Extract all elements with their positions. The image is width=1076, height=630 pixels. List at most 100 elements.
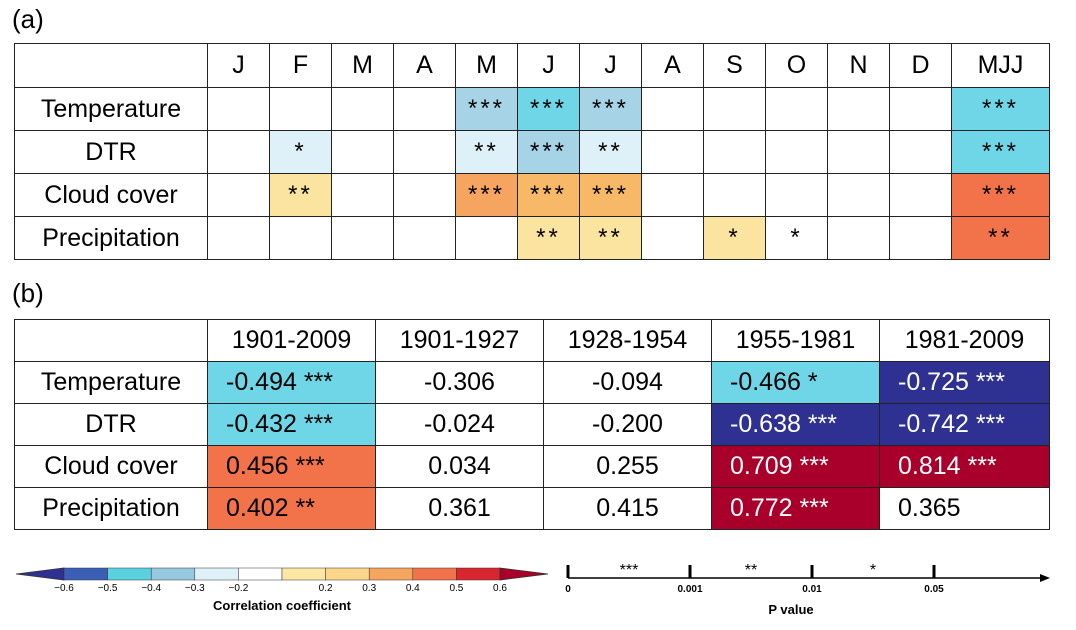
correlation-cell: -0.094	[543, 361, 712, 404]
correlation-cell: -0.024	[375, 403, 544, 446]
colorbar-tick-label: 0.4	[406, 583, 420, 594]
significance-cell: **	[951, 216, 1050, 260]
column-header: N	[827, 43, 890, 88]
significance-cell	[765, 130, 828, 174]
significance-cell	[889, 173, 952, 217]
pvalue-tick-label: 0.01	[802, 584, 822, 595]
significance-cell	[703, 173, 766, 217]
pvalue-axis-title: P value	[768, 602, 813, 617]
significance-cell	[827, 173, 890, 217]
column-header: S	[703, 43, 766, 88]
correlation-cell: -0.200	[543, 403, 712, 446]
colorbar-legend: −0.6 −0.5 −0.4 −0.3 −0.2 0.2 0.3 0.4 0.5 0.6 Corre…	[15, 566, 556, 627]
significance-cell	[889, 216, 952, 260]
colorbar-tick-label: −0.3	[185, 583, 205, 594]
significance-cell: ***	[455, 173, 518, 217]
correlation-cell: 0.814 ***	[879, 445, 1050, 488]
column-header: J	[579, 43, 642, 88]
colorbar-segment	[281, 567, 326, 581]
colorbar-segment	[107, 567, 152, 581]
significance-cell	[641, 173, 704, 217]
colorbar-segment	[368, 567, 414, 581]
period-header: 1955-1981	[711, 319, 880, 362]
pvalue-band-stars: **	[745, 562, 757, 579]
significance-cell: ***	[951, 130, 1050, 174]
column-header: A	[641, 43, 704, 88]
correlation-cell: 0.255	[543, 445, 712, 488]
colorbar-segment	[325, 567, 370, 581]
colorbar-segment	[412, 567, 457, 581]
colorbar-segment	[63, 567, 108, 581]
header-corner	[14, 319, 208, 362]
significance-cell: ***	[951, 173, 1050, 217]
significance-cell: **	[517, 216, 580, 260]
significance-cell: ***	[951, 87, 1050, 131]
colorbar-segment	[456, 567, 501, 581]
significance-cell: ***	[579, 173, 642, 217]
pvalue-tick-label: 0.001	[677, 584, 702, 595]
significance-cell: ***	[517, 173, 580, 217]
table-row: Precipitation 0.402 ** 0.361 0.415 0.772 ***…	[14, 487, 1050, 530]
row-label: DTR	[14, 403, 208, 446]
correlation-cell: 0.772 ***	[711, 487, 880, 530]
row-label: DTR	[14, 130, 208, 174]
significance-cell	[393, 87, 456, 131]
row-label: Temperature	[14, 361, 208, 404]
colorbar-segment	[194, 567, 239, 581]
correlation-cell: 0.709 ***	[711, 445, 880, 488]
row-label: Precipitation	[14, 216, 208, 260]
significance-cell	[207, 87, 270, 131]
pvalue-axis: 0 0.001 0.01 0.05 *** ** * P value	[560, 558, 1060, 627]
significance-cell	[889, 130, 952, 174]
significance-cell: **	[579, 130, 642, 174]
column-header: J	[517, 43, 580, 88]
correlation-cell: 0.034	[375, 445, 544, 488]
correlation-cell: -0.494 ***	[207, 361, 376, 404]
colorbar-tick-label: −0.6	[54, 583, 74, 594]
colorbar-tick-label: 0.5	[449, 583, 463, 594]
period-header: 1981-2009	[879, 319, 1050, 362]
column-header: D	[889, 43, 952, 88]
row-label: Cloud cover	[14, 173, 208, 217]
significance-cell	[765, 173, 828, 217]
column-header: M	[455, 43, 518, 88]
column-header: MJJ	[951, 43, 1050, 88]
colorbar-tick-label: 0.3	[362, 583, 376, 594]
significance-cell	[331, 216, 394, 260]
pvalue-tick-label: 0.05	[924, 584, 944, 595]
column-header: F	[269, 43, 332, 88]
colorbar-extend-high	[499, 567, 549, 581]
table-row: Cloud cover 0.456 *** 0.034 0.255 0.709 *** 0…	[14, 445, 1050, 488]
significance-cell: ***	[455, 87, 518, 131]
significance-cell	[207, 216, 270, 260]
significance-cell	[703, 130, 766, 174]
colorbar-tick-label: 0.6	[493, 583, 507, 594]
period-header: 1928-1954	[543, 319, 712, 362]
panel-a-label: (a)	[12, 4, 44, 34]
significance-cell: ***	[517, 87, 580, 131]
significance-cell	[641, 130, 704, 174]
correlation-cell: -0.306	[375, 361, 544, 404]
significance-cell	[393, 130, 456, 174]
colorbar-tick-label: −0.2	[229, 583, 249, 594]
pvalue-axis-svg: 0 0.001 0.01 0.05*** ** *P value	[565, 562, 1050, 617]
significance-cell	[393, 216, 456, 260]
colorbar-extend-low	[15, 567, 65, 581]
colorbar-tick-label: 0.2	[319, 583, 333, 594]
column-header: J	[207, 43, 270, 88]
pvalue-band-stars: ***	[620, 562, 639, 579]
colorbar-title: Correlation coefficient	[213, 598, 352, 613]
significance-cell	[641, 216, 704, 260]
pvalue-axis-arrow	[1040, 574, 1050, 582]
significance-cell	[889, 87, 952, 131]
table-row: Cloud cover ** *** *** *** ***	[14, 173, 1050, 217]
correlation-cell: 0.456 ***	[207, 445, 376, 488]
significance-cell	[455, 216, 518, 260]
correlation-cell: 0.365	[879, 487, 1050, 530]
table-row: Temperature -0.494 *** -0.306 -0.094 -0.466 …	[14, 361, 1050, 404]
significance-cell	[765, 87, 828, 131]
significance-cell	[331, 87, 394, 131]
significance-cell: **	[269, 173, 332, 217]
significance-cell: ***	[517, 130, 580, 174]
significance-cell	[269, 216, 332, 260]
